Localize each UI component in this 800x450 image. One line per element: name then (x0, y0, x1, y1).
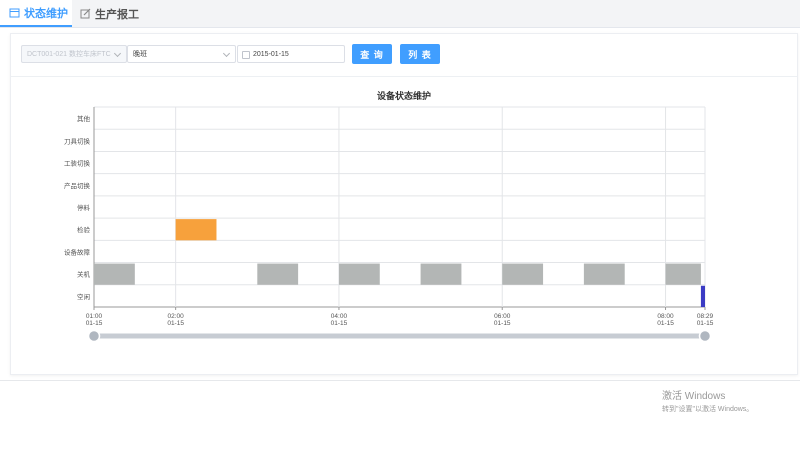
timeline-bar (665, 263, 701, 285)
query-button[interactable]: 查 询 (352, 44, 392, 64)
shift-select-value: 晚班 (133, 51, 147, 58)
list-button[interactable]: 列 表 (400, 44, 440, 64)
x-tick-label: 08:00 (657, 313, 674, 320)
timeline-bar (94, 263, 135, 285)
y-tick-label: 检验 (77, 225, 91, 234)
edit-icon (80, 8, 91, 19)
calendar-icon (242, 51, 250, 59)
watermark-line1: 激活 Windows (662, 391, 726, 402)
machine-select-value: DCT001-021 数控车床FTC (27, 51, 111, 58)
y-tick-label: 关机 (77, 270, 91, 279)
shift-select[interactable]: 晚班 (127, 45, 236, 63)
x-tick-label: 08:29 (697, 313, 714, 320)
zoom-slider-handle-right[interactable] (698, 329, 712, 343)
tab-bar: 状态维护 生产报工 (0, 0, 800, 28)
watermark-line2: 转到"设置"以激活 Windows。 (662, 406, 754, 413)
timeline-chart: 其他刀具切换工装切换产品切换停料检验设备故障关机空闲01:0001-1502:0… (64, 106, 714, 343)
y-tick-label: 其他 (77, 114, 91, 123)
tab-label: 生产报工 (95, 8, 139, 21)
x-tick-date-label: 01-15 (697, 320, 714, 327)
x-tick-date-label: 01-15 (86, 320, 103, 327)
machine-select[interactable]: DCT001-021 数控车床FTC (21, 45, 127, 63)
date-picker-value: 2015-01-15 (253, 51, 289, 58)
tab-production-report[interactable]: 生产报工 (80, 0, 139, 27)
date-picker[interactable]: 2015-01-15 (237, 45, 345, 63)
divider (0, 380, 800, 381)
y-tick-label: 刀具切换 (64, 136, 91, 145)
timeline-bar (175, 219, 217, 241)
zoom-slider-handle-left[interactable] (87, 329, 101, 343)
tab-status-maintenance[interactable]: 状态维护 (0, 0, 72, 27)
windows-activation-watermark: 激活 Windows 转到"设置"以激活 Windows。 (662, 387, 753, 414)
y-tick-label: 工装切换 (64, 159, 91, 168)
x-tick-date-label: 01-15 (494, 320, 511, 327)
timeline-bar (420, 263, 462, 285)
zoom-slider-track (92, 333, 707, 339)
timeline-bar (257, 263, 299, 285)
x-tick-label: 04:00 (331, 313, 348, 320)
y-tick-label: 空闲 (77, 292, 90, 301)
y-tick-label: 设备故障 (64, 247, 91, 256)
x-tick-label: 02:00 (168, 313, 185, 320)
timeline-bar (583, 263, 625, 285)
tab-label: 状态维护 (24, 7, 68, 20)
y-tick-label: 产品切换 (64, 181, 91, 190)
y-tick-label: 停料 (77, 203, 91, 212)
x-tick-date-label: 01-15 (657, 320, 674, 327)
chart-title: 设备状态维护 (376, 91, 431, 101)
x-tick-date-label: 01-15 (331, 320, 348, 327)
x-tick-label: 01:00 (86, 313, 103, 320)
timeline-bar (700, 285, 705, 307)
calendar-icon (9, 8, 20, 18)
timeline-bar (502, 263, 544, 285)
divider (11, 76, 797, 77)
timeline-bar (338, 263, 380, 285)
x-tick-date-label: 01-15 (167, 320, 184, 327)
x-tick-label: 06:00 (494, 313, 511, 320)
main-panel: DCT001-021 数控车床FTC 晚班 2015-01-15 查 询 列 表… (10, 33, 798, 375)
